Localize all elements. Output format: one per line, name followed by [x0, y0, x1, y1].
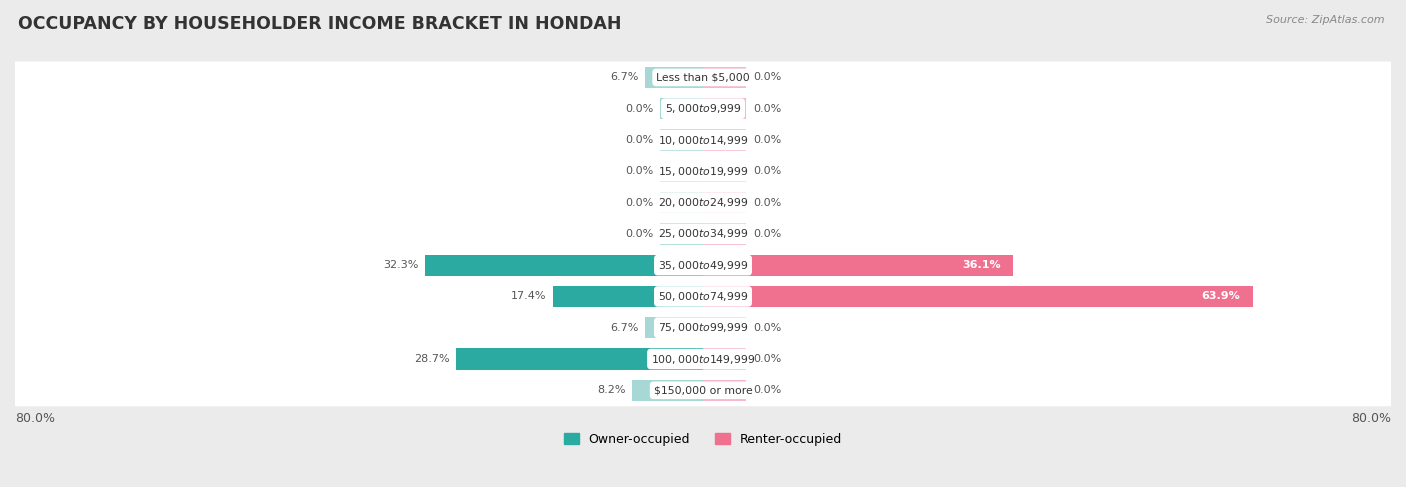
Bar [659, 130, 703, 150]
Text: 6.7%: 6.7% [610, 73, 638, 82]
Text: 0.0%: 0.0% [624, 166, 654, 176]
Bar [554, 286, 703, 307]
Text: 36.1%: 36.1% [962, 260, 1001, 270]
Text: 0.0%: 0.0% [752, 354, 782, 364]
Text: $75,000 to $99,999: $75,000 to $99,999 [658, 321, 748, 334]
Text: $10,000 to $14,999: $10,000 to $14,999 [658, 133, 748, 147]
FancyBboxPatch shape [1, 343, 1405, 375]
Text: 0.0%: 0.0% [752, 73, 782, 82]
Text: 8.2%: 8.2% [598, 385, 626, 395]
Bar [645, 317, 703, 338]
Text: $20,000 to $24,999: $20,000 to $24,999 [658, 196, 748, 209]
Bar [703, 98, 747, 119]
Bar [703, 130, 747, 150]
FancyBboxPatch shape [1, 93, 1405, 125]
Bar [703, 67, 747, 88]
Text: 0.0%: 0.0% [752, 104, 782, 113]
Bar [703, 223, 747, 244]
FancyBboxPatch shape [1, 155, 1405, 187]
Bar [703, 286, 1253, 307]
Bar [456, 348, 703, 370]
Text: 0.0%: 0.0% [752, 166, 782, 176]
Text: $35,000 to $49,999: $35,000 to $49,999 [658, 259, 748, 272]
Text: Less than $5,000: Less than $5,000 [657, 73, 749, 82]
Bar [659, 192, 703, 213]
FancyBboxPatch shape [1, 124, 1405, 156]
Bar [645, 67, 703, 88]
Bar [703, 317, 747, 338]
Text: $100,000 to $149,999: $100,000 to $149,999 [651, 353, 755, 366]
FancyBboxPatch shape [1, 281, 1405, 312]
Text: 6.7%: 6.7% [610, 323, 638, 333]
Bar [703, 380, 747, 401]
Text: 0.0%: 0.0% [752, 229, 782, 239]
Text: 0.0%: 0.0% [752, 135, 782, 145]
Text: $50,000 to $74,999: $50,000 to $74,999 [658, 290, 748, 303]
Bar [703, 255, 1014, 276]
FancyBboxPatch shape [1, 249, 1405, 281]
Text: 80.0%: 80.0% [15, 412, 55, 425]
Text: $150,000 or more: $150,000 or more [654, 385, 752, 395]
Text: 28.7%: 28.7% [413, 354, 450, 364]
Text: 0.0%: 0.0% [752, 323, 782, 333]
Bar [659, 161, 703, 182]
FancyBboxPatch shape [1, 218, 1405, 250]
Text: 0.0%: 0.0% [752, 385, 782, 395]
Bar [703, 192, 747, 213]
Text: 80.0%: 80.0% [1351, 412, 1391, 425]
Text: 0.0%: 0.0% [624, 198, 654, 207]
Text: OCCUPANCY BY HOUSEHOLDER INCOME BRACKET IN HONDAH: OCCUPANCY BY HOUSEHOLDER INCOME BRACKET … [18, 15, 621, 33]
Text: $15,000 to $19,999: $15,000 to $19,999 [658, 165, 748, 178]
Text: 0.0%: 0.0% [624, 104, 654, 113]
FancyBboxPatch shape [1, 375, 1405, 406]
Bar [425, 255, 703, 276]
FancyBboxPatch shape [1, 61, 1405, 94]
Text: 17.4%: 17.4% [510, 291, 547, 301]
Bar [703, 161, 747, 182]
Bar [633, 380, 703, 401]
FancyBboxPatch shape [1, 312, 1405, 344]
Text: $25,000 to $34,999: $25,000 to $34,999 [658, 227, 748, 241]
Text: Source: ZipAtlas.com: Source: ZipAtlas.com [1267, 15, 1385, 25]
Text: $5,000 to $9,999: $5,000 to $9,999 [665, 102, 741, 115]
Bar [659, 98, 703, 119]
Text: 63.9%: 63.9% [1201, 291, 1240, 301]
Bar [659, 223, 703, 244]
Text: 0.0%: 0.0% [624, 229, 654, 239]
Bar [703, 348, 747, 370]
Text: 32.3%: 32.3% [382, 260, 419, 270]
FancyBboxPatch shape [1, 187, 1405, 219]
Legend: Owner-occupied, Renter-occupied: Owner-occupied, Renter-occupied [558, 428, 848, 450]
Text: 0.0%: 0.0% [752, 198, 782, 207]
Text: 0.0%: 0.0% [624, 135, 654, 145]
